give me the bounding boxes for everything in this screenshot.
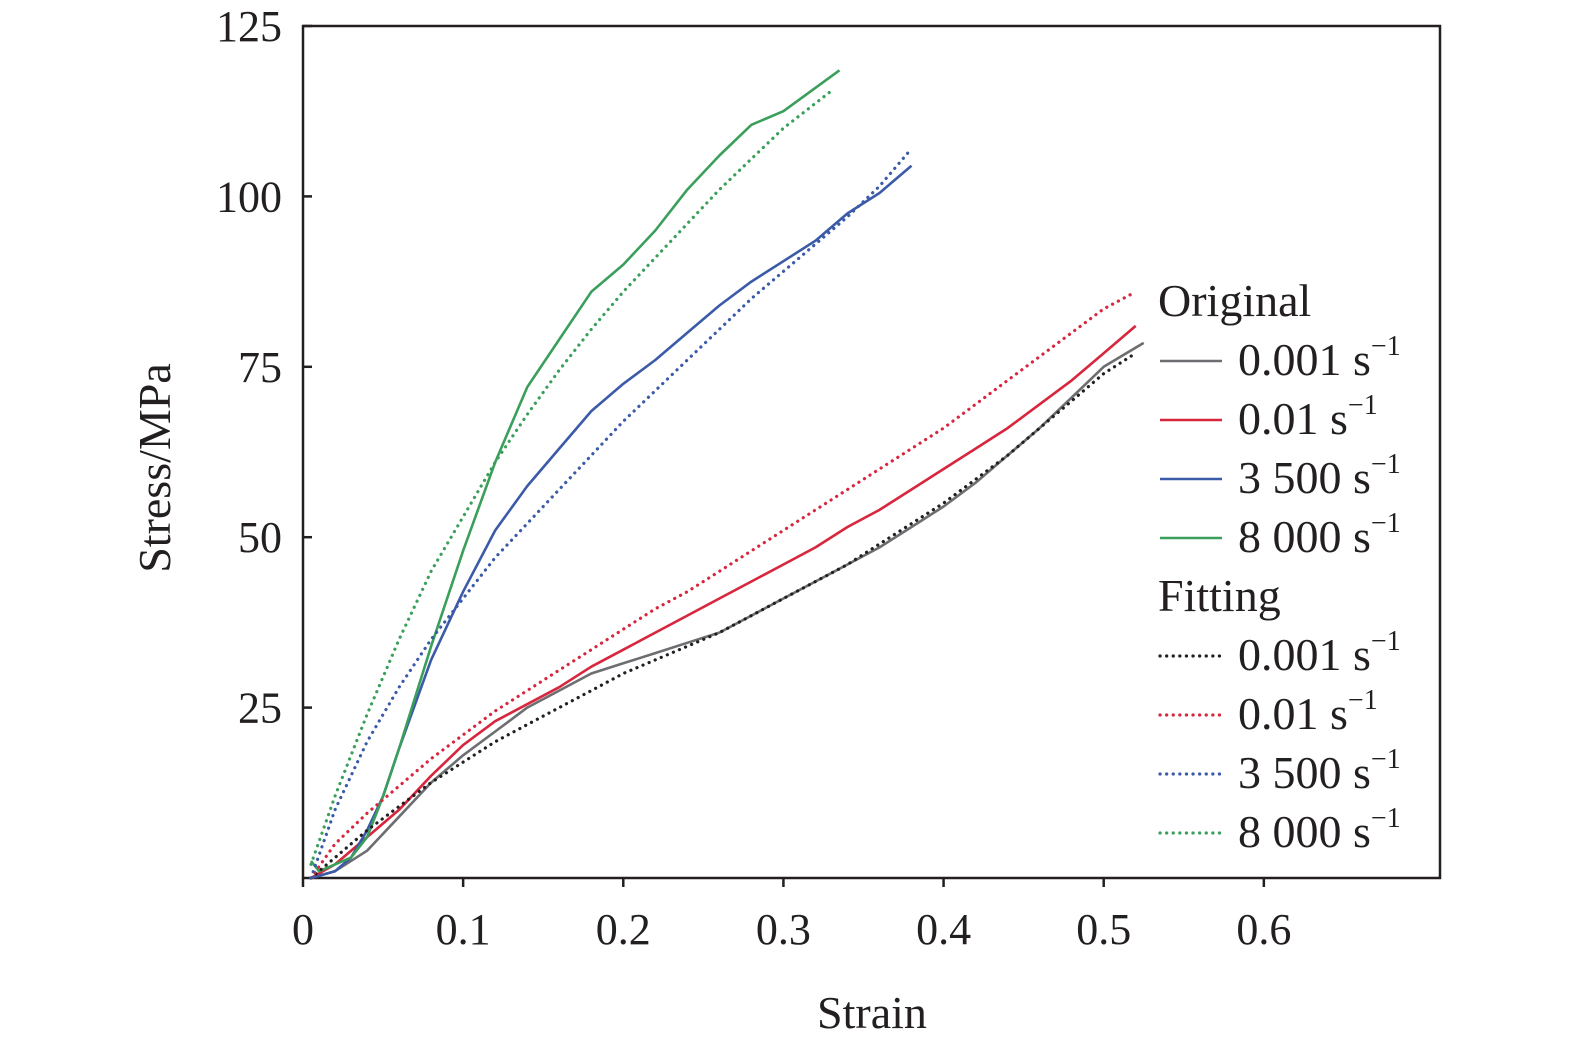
legend-entry: 0.01 s−1 [1238,685,1378,739]
legend-entry-name: 0.01 s [1238,393,1348,444]
y-tick-label: 25 [238,684,282,733]
legend-entry: 0.001 s−1 [1238,331,1401,385]
y-axis-label: Stress/MPa [129,363,180,573]
legend-entry-name: 3 500 s [1238,747,1371,798]
legend-group-title: Fitting [1158,570,1281,621]
series-line-original-2 [310,164,913,880]
series-line-fitting-6 [309,147,914,880]
y-axis: 25 50 75 100 125 [216,2,312,733]
legend-entry-name: 8 000 s [1238,511,1371,562]
series-line-original-3 [309,69,841,873]
legend-entry-exponent: −1 [1348,685,1378,716]
series-line-original-0 [310,341,1145,880]
x-tick-label: 0.5 [1076,905,1131,954]
x-axis: 0 0.1 0.2 0.3 0.4 0.5 0.6 [292,878,1291,954]
x-tick-label: 0.2 [596,905,651,954]
legend-entry-exponent: −1 [1371,803,1401,834]
legend-entry-exponent: −1 [1371,508,1401,539]
series-line-fitting-5 [309,290,1138,880]
x-tick-label: 0.1 [436,905,491,954]
legend-entry-name: 0.001 s [1238,629,1371,680]
legend-entry: 3 500 s−1 [1238,744,1401,798]
x-axis-label: Strain [817,987,927,1038]
legend-group-title: Original [1158,275,1311,326]
legend-entry-exponent: −1 [1348,390,1378,421]
legend-entry-exponent: −1 [1371,744,1401,775]
y-tick-label: 75 [238,343,282,392]
legend-entry-name: 8 000 s [1238,806,1371,857]
legend-entry: 8 000 s−1 [1238,508,1401,562]
legend-entry-exponent: −1 [1371,331,1401,362]
x-tick-label: 0 [292,905,314,954]
legend-entry-name: 3 500 s [1238,452,1371,503]
legend-entry-name: 0.01 s [1238,688,1348,739]
legend-entry: 3 500 s−1 [1238,449,1401,503]
series-line-fitting-7 [309,89,834,866]
y-tick-label: 100 [216,172,282,221]
y-tick-label: 50 [238,513,282,562]
plot-frame [301,24,1442,880]
legend-entry: 0.01 s−1 [1238,390,1378,444]
legend-entry-exponent: −1 [1371,449,1401,480]
x-tick-label: 0.4 [916,905,971,954]
series-line-original-1 [310,324,1137,880]
plot-border [301,24,1442,880]
y-tick-label: 125 [216,2,282,51]
legend-entry: 0.001 s−1 [1238,626,1401,680]
legend-entry-name: 0.001 s [1238,334,1371,385]
x-tick-label: 0.6 [1236,905,1291,954]
x-tick-label: 0.3 [756,905,811,954]
legend-entry: 8 000 s−1 [1238,803,1401,857]
series-line-fitting-4 [309,351,1138,880]
legend-entry-exponent: −1 [1371,626,1401,657]
series-layer [309,69,1145,880]
